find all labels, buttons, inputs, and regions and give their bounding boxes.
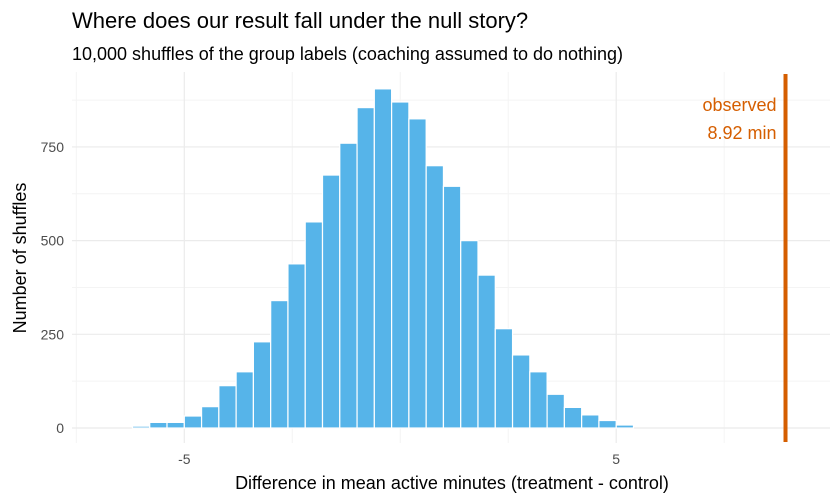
histogram-bar — [460, 240, 479, 429]
histogram-bar — [235, 371, 255, 429]
histogram-bar — [373, 88, 393, 429]
y-tick-labels: 0 250 500 750 — [41, 139, 65, 436]
observed-value-label: 8.92 min — [707, 123, 776, 143]
histogram-bar — [321, 174, 341, 429]
histogram-bar — [546, 393, 565, 429]
histogram-bar — [183, 415, 203, 429]
histogram-bars — [131, 88, 635, 429]
y-tick-label: 0 — [56, 420, 64, 436]
y-tick-label: 250 — [41, 326, 65, 342]
histogram-bar — [563, 406, 583, 429]
histogram-bar — [442, 185, 462, 429]
histogram-bar — [339, 142, 358, 429]
y-axis-title: Number of shuffles — [10, 183, 30, 334]
histogram-bar — [356, 107, 375, 429]
histogram-bar — [408, 118, 427, 429]
histogram-bar — [494, 328, 514, 429]
y-tick-label: 500 — [41, 233, 65, 249]
histogram-bar — [425, 165, 445, 429]
histogram-bar — [304, 221, 324, 429]
y-tick-label: 750 — [41, 139, 65, 155]
histogram-bar — [477, 274, 496, 429]
x-axis-title: Difference in mean active minutes (treat… — [235, 473, 669, 493]
histogram-bar — [287, 263, 306, 429]
histogram-bar — [581, 414, 600, 429]
histogram-bar — [149, 421, 168, 429]
histogram-bar — [270, 299, 289, 429]
x-tick-labels: -5 5 — [178, 451, 620, 467]
histogram-bar — [166, 421, 185, 429]
x-tick-label: 5 — [612, 451, 620, 467]
histogram-bar — [391, 101, 410, 429]
observed-label: observed — [702, 95, 776, 115]
histogram-bar — [200, 406, 220, 429]
histogram-bar — [218, 385, 237, 429]
chart-subtitle: 10,000 shuffles of the group labels (coa… — [72, 44, 623, 64]
histogram-bar — [615, 424, 635, 429]
histogram-bar — [529, 371, 548, 429]
histogram-bar — [131, 425, 151, 429]
x-tick-label: -5 — [178, 451, 191, 467]
histogram-bar — [252, 341, 272, 429]
histogram-bar — [511, 354, 531, 429]
gridlines — [72, 72, 830, 443]
histogram-bar — [598, 419, 617, 429]
chart-title: Where does our result fall under the nul… — [72, 8, 528, 33]
